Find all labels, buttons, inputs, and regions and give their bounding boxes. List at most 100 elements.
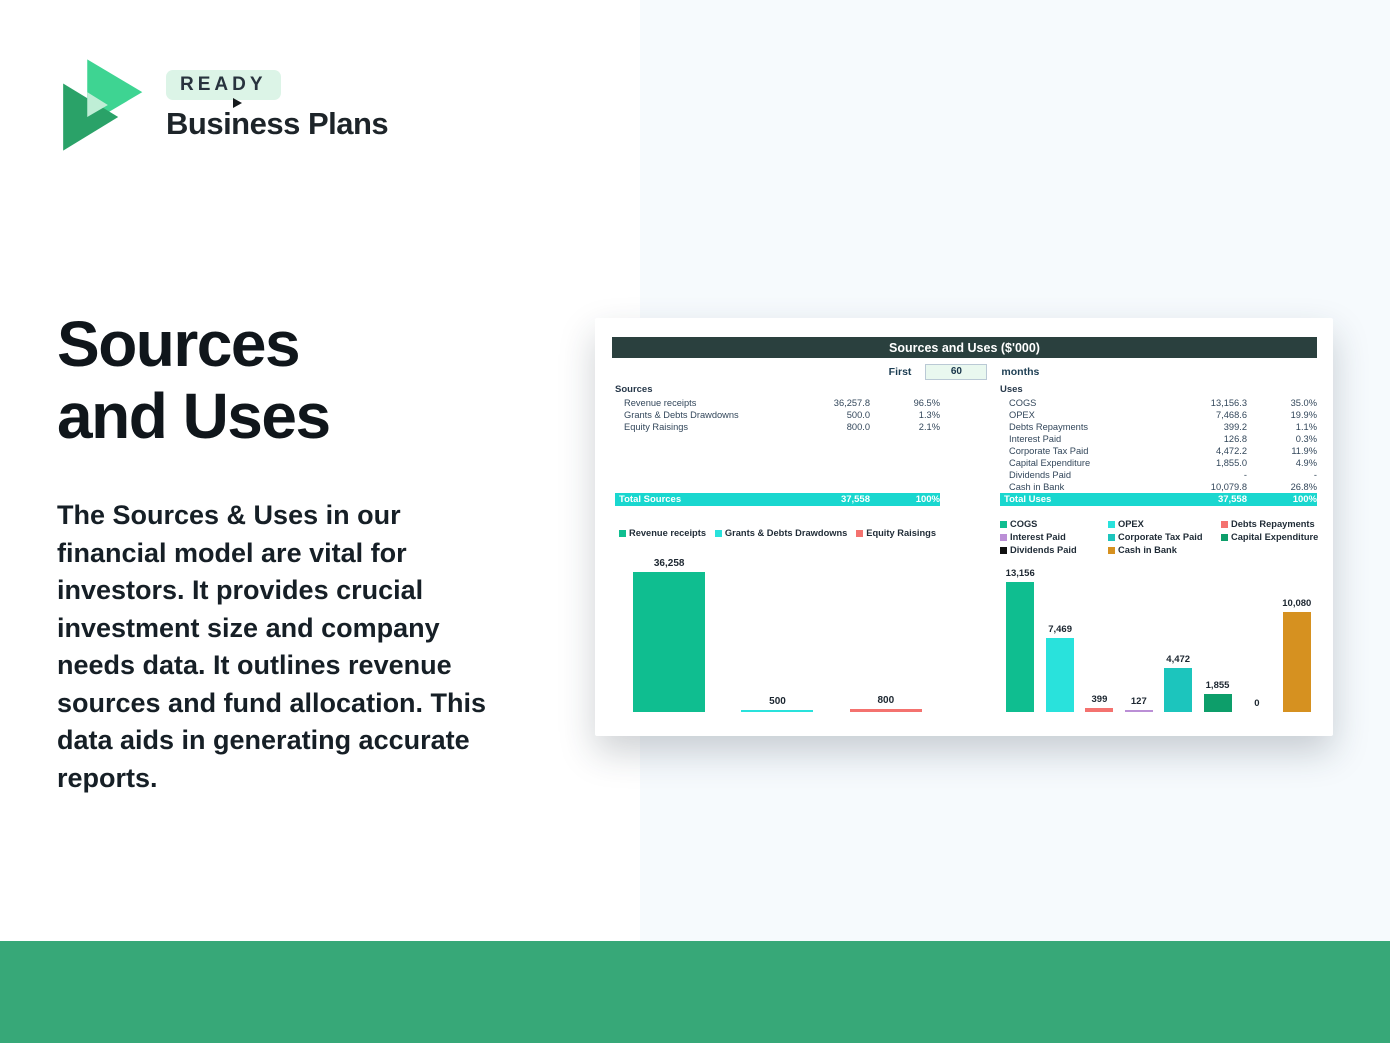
brand-logo-icon (63, 59, 143, 151)
bar-value-label: 10,080 (1282, 598, 1312, 609)
row-label: Cash in Bank (1009, 482, 1065, 492)
uses-chart: COGS OPEX Debts Repayments Interest Paid Cor… (1000, 518, 1318, 712)
legend-swatch-icon (1221, 533, 1228, 541)
uses-heading: Uses (1000, 384, 1023, 395)
ready-badge: READY (166, 70, 281, 100)
bar (1203, 694, 1232, 712)
row-percent: 26.8% (1290, 482, 1317, 492)
table-row: Interest Paid 126.8 0.3% (1000, 433, 1317, 445)
brand-text: READY Business Plans (166, 50, 389, 160)
row-value: 13,156.3 (1210, 398, 1247, 408)
bar-value-label: 127 (1130, 696, 1147, 707)
legend-label: Cash in Bank (1118, 545, 1177, 555)
uses-chart-plot: 13,156 7,469 399 127 4,472 1,855 0 10,080 (1000, 568, 1317, 712)
row-value: 10,079.8 (1210, 482, 1247, 492)
bar (633, 572, 706, 712)
bar (1164, 668, 1193, 712)
row-value: 399.2 (1223, 422, 1247, 432)
legend-label: Dividends Paid (1010, 545, 1077, 555)
bar (1085, 708, 1114, 712)
sources-chart-plot: 36,258 500 800 (615, 558, 940, 712)
uses-rows: COGS 13,156.3 35.0% OPEX 7,468.6 19.9% Debts R… (1000, 397, 1317, 493)
legend-label: COGS (1010, 519, 1038, 529)
legend-label: Equity Raisings (866, 528, 936, 538)
legend-item: Capital Expenditure (1221, 532, 1318, 542)
row-label: Grants & Debts Drawdowns (624, 410, 739, 420)
row-value: 7,468.6 (1215, 410, 1247, 420)
period-suffix-label: months (1001, 365, 1040, 378)
total-uses-label: Total Uses (1004, 494, 1052, 505)
row-label: Corporate Tax Paid (1009, 446, 1089, 456)
bar-cell: 500 (741, 696, 814, 712)
legend-item: Debts Repayments (1221, 519, 1318, 529)
row-label: COGS (1009, 398, 1037, 408)
bar (741, 710, 814, 712)
charts-region: Revenue receipts Grants & Debts Drawdowns… (615, 518, 1318, 712)
bar-cell: 13,156 (1006, 568, 1035, 712)
tables-region: Sources Revenue receipts 36,257.8 96.5% Gra… (615, 384, 1317, 509)
bar-value-label: 36,258 (653, 558, 685, 569)
bar-cell: 10,080 (1282, 598, 1311, 712)
bar-cell: 0 (1243, 698, 1271, 712)
bar-cell: 7,469 (1046, 624, 1075, 712)
row-label: Interest Paid (1009, 434, 1062, 444)
sources-chart: Revenue receipts Grants & Debts Drawdowns… (615, 518, 940, 712)
legend-swatch-icon (714, 529, 722, 537)
bar-cell: 800 (849, 695, 922, 712)
row-percent: 1.3% (918, 410, 940, 420)
brand-header: READY Business Plans (58, 50, 389, 160)
bar (1006, 582, 1035, 712)
legend-label: Interest Paid (1010, 532, 1066, 542)
legend-item: Revenue receipts (619, 528, 706, 538)
bar-cell: 4,472 (1164, 654, 1193, 712)
table-row: COGS 13,156.3 35.0% (1000, 397, 1317, 409)
table-row: Revenue receipts 36,257.8 96.5% (615, 397, 940, 409)
legend-item: Equity Raisings (856, 528, 936, 538)
row-percent: 96.5% (913, 398, 940, 408)
page-title-line1: Sources (57, 308, 301, 380)
legend-item: Dividends Paid (1000, 545, 1108, 555)
legend-swatch-icon (1000, 533, 1007, 541)
bar-value-label: 13,156 (1005, 568, 1035, 579)
table-row: Capital Expenditure 1,855.0 4.9% (1000, 457, 1317, 469)
report-title: Sources and Uses ($'000) (889, 340, 1040, 355)
bar-value-label: 500 (769, 696, 786, 707)
legend-swatch-icon (1000, 520, 1007, 528)
row-value: 800.0 (846, 422, 870, 432)
legend-label: Debts Repayments (1231, 519, 1315, 529)
bar (1124, 710, 1153, 712)
bar-value-label: 7,469 (1048, 624, 1072, 635)
period-row: First 60 months (595, 363, 1333, 380)
bar (1046, 638, 1075, 712)
legend-item: Cash in Bank (1108, 545, 1221, 555)
legend-item: OPEX (1108, 519, 1221, 529)
bar-value-label: 800 (877, 695, 895, 706)
legend-label: Revenue receipts (629, 528, 706, 538)
sources-rows: Revenue receipts 36,257.8 96.5% Grants & De… (615, 397, 940, 433)
bar-value-label: 1,855 (1205, 680, 1230, 691)
uses-chart-legend: COGS OPEX Debts Repayments Interest Paid Cor… (1000, 519, 1318, 555)
bar (849, 709, 922, 712)
legend-item: Grants & Debts Drawdowns (714, 528, 847, 538)
period-input[interactable]: 60 (925, 363, 988, 380)
page-title-line2: and Uses (57, 380, 331, 452)
table-row: Grants & Debts Drawdowns 500.0 1.3% (615, 409, 940, 421)
row-label: Capital Expenditure (1009, 458, 1091, 468)
footer-band (0, 941, 1390, 1043)
bar-cell: 1,855 (1203, 680, 1232, 712)
table-row: Equity Raisings 800.0 2.1% (615, 421, 940, 433)
total-sources-value: 37,558 (840, 494, 870, 505)
table-row: OPEX 7,468.6 19.9% (1000, 409, 1317, 421)
row-percent: 4.9% (1295, 458, 1317, 468)
row-label: Dividends Paid (1009, 470, 1072, 480)
table-row: Cash in Bank 10,079.8 26.8% (1000, 481, 1317, 493)
legend-swatch-icon (1108, 520, 1115, 528)
period-prefix-label: First (888, 365, 912, 378)
page-title: Sources and Uses (57, 308, 331, 452)
table-row: Corporate Tax Paid 4,472.2 11.9% (1000, 445, 1317, 457)
page-description: The Sources & Uses in our financial mode… (57, 500, 487, 793)
legend-swatch-icon (1221, 520, 1228, 528)
report-title-bar: Sources and Uses ($'000) (612, 337, 1317, 358)
legend-label: Capital Expenditure (1231, 532, 1319, 542)
bar-value-label: 4,472 (1166, 654, 1191, 665)
